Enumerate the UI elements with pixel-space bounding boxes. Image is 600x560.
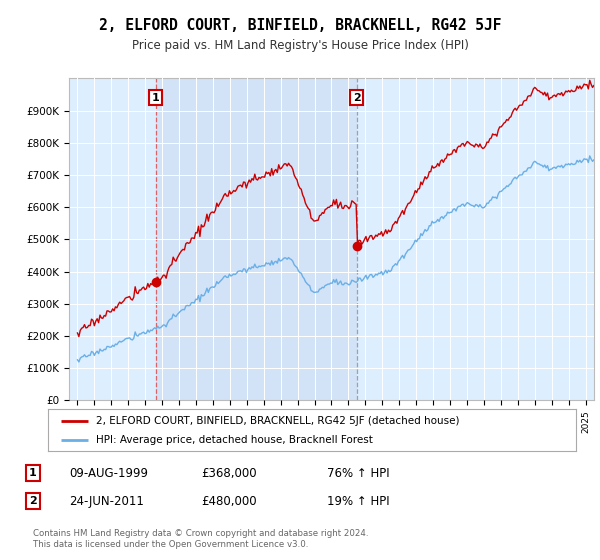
Text: 2: 2: [29, 496, 37, 506]
Text: 2: 2: [353, 93, 361, 102]
Text: Contains HM Land Registry data © Crown copyright and database right 2024.
This d: Contains HM Land Registry data © Crown c…: [33, 529, 368, 549]
Text: Price paid vs. HM Land Registry's House Price Index (HPI): Price paid vs. HM Land Registry's House …: [131, 39, 469, 53]
Text: 19% ↑ HPI: 19% ↑ HPI: [327, 494, 389, 508]
Text: HPI: Average price, detached house, Bracknell Forest: HPI: Average price, detached house, Brac…: [95, 435, 373, 445]
Text: 2, ELFORD COURT, BINFIELD, BRACKNELL, RG42 5JF (detached house): 2, ELFORD COURT, BINFIELD, BRACKNELL, RG…: [95, 416, 459, 426]
Text: £368,000: £368,000: [201, 466, 257, 480]
Text: 1: 1: [152, 93, 160, 102]
Text: 2, ELFORD COURT, BINFIELD, BRACKNELL, RG42 5JF: 2, ELFORD COURT, BINFIELD, BRACKNELL, RG…: [99, 18, 501, 32]
Text: 1: 1: [29, 468, 37, 478]
Text: 09-AUG-1999: 09-AUG-1999: [69, 466, 148, 480]
Text: 76% ↑ HPI: 76% ↑ HPI: [327, 466, 389, 480]
Text: 24-JUN-2011: 24-JUN-2011: [69, 494, 144, 508]
Bar: [156, 78, 356, 400]
Text: £480,000: £480,000: [201, 494, 257, 508]
